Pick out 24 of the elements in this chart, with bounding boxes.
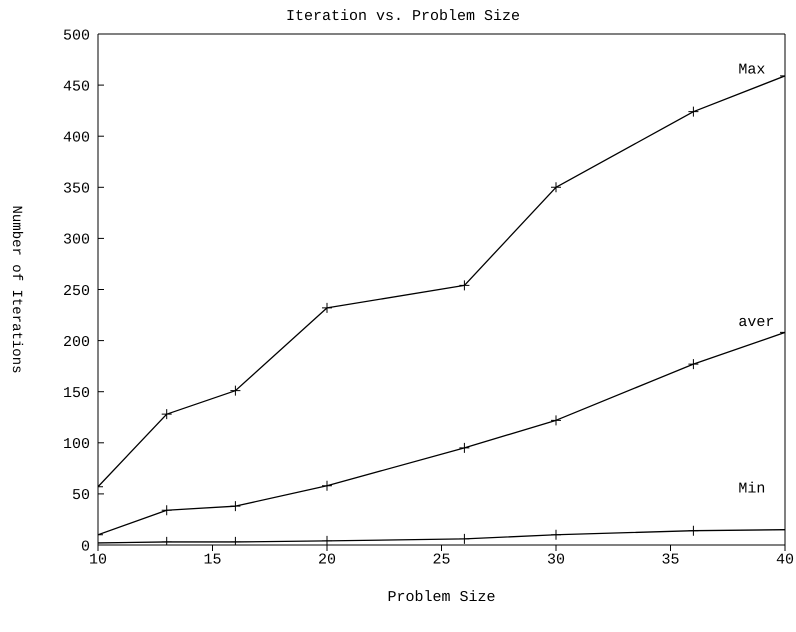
y-tick-label: 50: [72, 487, 90, 504]
y-axis-title: Number of Iterations: [8, 205, 24, 374]
text: Min: [738, 480, 766, 498]
y-tick-label: 400: [62, 130, 90, 147]
x-axis-title: Problem Size: [387, 589, 496, 606]
x-tick-label: 15: [203, 552, 222, 569]
x-tick-label: 40: [776, 552, 794, 569]
series-label: aver: [738, 314, 774, 332]
y-tick-label: 300: [62, 232, 90, 249]
x-tick-label: 35: [661, 552, 680, 569]
y-tick-label: 250: [62, 282, 90, 300]
chart-title: Iteration vs. Problem Size: [284, 8, 522, 25]
y-tick-label: 450: [62, 78, 90, 96]
y-tick-label: 350: [62, 180, 90, 198]
x-tick-label: 10: [88, 552, 108, 569]
x-tick-label: 25: [432, 552, 451, 569]
y-tick-label: 0: [80, 538, 90, 556]
y-tick-label: 100: [62, 436, 90, 454]
y-tick-label: 200: [62, 334, 90, 351]
y-tick-label: 500: [62, 27, 90, 44]
x-tick-label: 30: [546, 552, 566, 569]
y-tick-label: 150: [62, 385, 90, 402]
x-tick-label: 20: [318, 552, 336, 569]
series-label: Max: [738, 62, 766, 79]
